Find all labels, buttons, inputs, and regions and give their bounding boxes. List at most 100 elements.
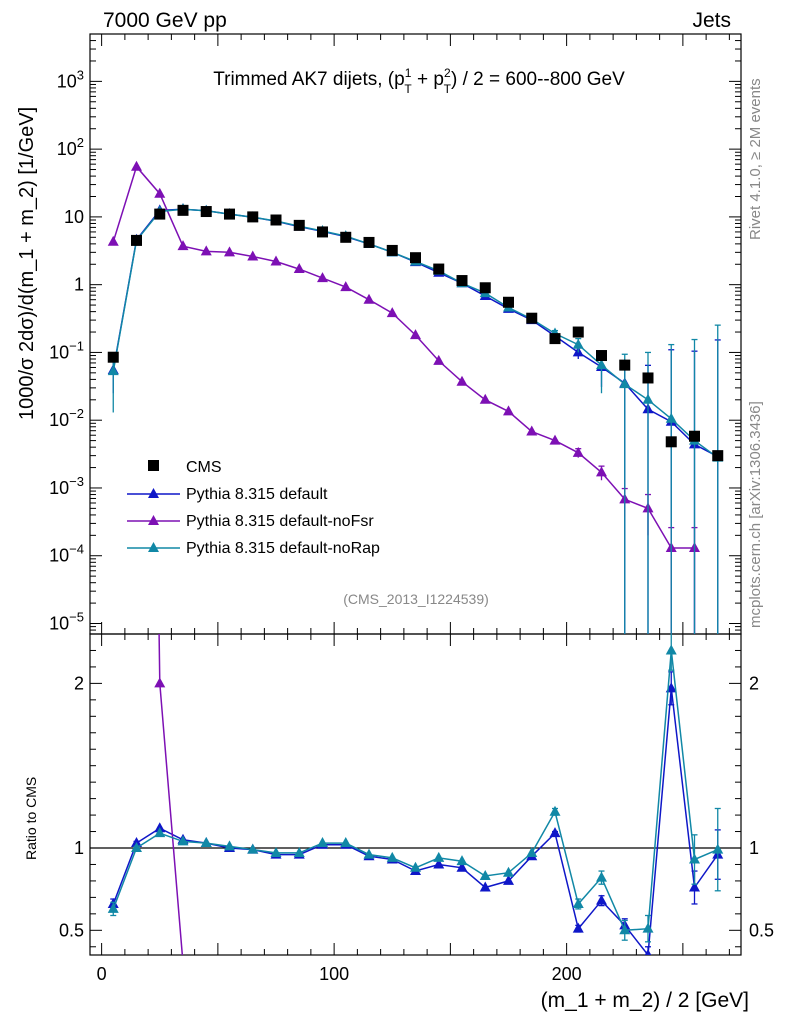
legend-marker-default [148,488,159,498]
ratio-point-0 [456,861,468,872]
data-point-cms [619,359,631,371]
ratio-point-2 [665,644,677,655]
ratio-point-0 [596,894,607,905]
data-point-cms [689,430,700,442]
data-point-cms [479,282,491,294]
series-point-1 [247,250,259,261]
x-tick-label: 100 [319,964,349,984]
series-point-1 [572,446,584,457]
y-tick-label-main: 10−3 [49,474,84,498]
ratio-point-2 [340,837,352,848]
x-tick-label: 200 [552,964,582,984]
data-point-cms [340,231,352,243]
legend-label-nofsr: Pythia 8.315 default-noFsr [186,513,374,530]
y-tick-label-main: 1 [74,275,84,295]
ratio-point-0 [572,922,584,933]
x-axis-title: (m_1 + m_2) / 2 [GeV] [541,989,749,1012]
series-point-1 [410,329,421,340]
data-point-cms [363,236,375,248]
series-point-1 [107,235,119,246]
ratio-line-2 [112,650,719,932]
series-point-2 [572,338,584,349]
ratio-point-2 [479,869,491,880]
series-point-1 [526,425,538,436]
ratio-point-2 [433,851,445,862]
axis-ticks [90,33,741,955]
series-point-1 [456,375,468,386]
chart-title: Trimmed AK7 dijets, (p1 T + p2 T) / 2 = 60… [213,66,625,96]
data-point-cms [293,219,305,231]
series-point-1 [317,272,328,283]
tick-labels: 0 100 200 10−5 10−4 10−3 10−2 10−1 1 10 102 103 0.5 0… [49,67,774,984]
ratio-point-2 [549,805,561,816]
ratio-point-2 [363,848,375,859]
data-point-cms [596,350,607,362]
series-point-1 [293,263,305,274]
ratio-point-2 [689,853,700,864]
energy-label: 7000 GeV pp [103,9,227,32]
ratio-point-2 [456,855,468,866]
series-point-1 [386,307,398,318]
data-point-cms [503,296,514,308]
rivet-version-label: Rivet 4.1.0, ≥ 2M events [747,78,764,240]
x-tick-label: 0 [97,964,107,984]
legend-marker-cms [148,460,159,471]
data-point-cms [224,208,235,220]
ratio-point-2 [386,851,398,862]
series-point-2 [107,365,119,376]
ratio-point-2 [247,843,259,854]
series-line-1 [112,165,695,549]
series-point-2 [665,412,677,423]
series-point-1 [131,160,142,171]
y-tick-label-main: 10 [64,207,84,227]
ratio-point-0 [549,827,561,838]
ratio-panel-frame [89,633,742,956]
data-point-cms [665,436,677,448]
ratio-point-2 [503,866,514,877]
legend-label-norap: Pythia 8.315 default-noRap [186,540,380,557]
y-tick-label-ratio-right: 1 [749,838,759,858]
data-point-cms [154,208,166,220]
series-point-1 [177,240,189,251]
data-point-cms [177,204,189,216]
y-tick-label-ratio-right: 2 [749,673,759,693]
series-point-1 [340,281,352,292]
data-point-cms [712,450,724,462]
series-point-1 [479,393,491,404]
legend-label-cms: CMS [186,459,222,476]
data-point-cms [526,312,538,324]
data-point-cms [317,226,328,238]
mcplots-label: mcplots.cern.ch [arXiv:1306.3436] [747,401,764,628]
ratio-point-2 [131,842,142,852]
series-point-1 [503,405,514,416]
data-point-cms [410,252,421,264]
ratio-point-0 [689,881,700,892]
data-point-cms [433,263,445,275]
y-tick-label-main: 10−4 [49,542,84,566]
series-point-1 [200,245,212,256]
data-point-cms [107,351,119,363]
ratio-point-2 [200,837,212,848]
series-point-1 [154,187,166,198]
analysis-id-label: (CMS_2013_I1224539) [343,591,489,607]
series-point-1 [270,255,282,266]
ratio-point-0 [479,881,491,892]
y-tick-label-main: 10−5 [49,610,84,634]
ratio-point-2 [642,922,654,933]
ratio-point-2 [107,902,119,913]
data-point-cms [200,206,212,218]
y-axis-title-main: 1000/σ 2dσ)/d(m_1 + m_2) [1/GeV] [16,107,38,420]
series-point-2 [596,359,607,370]
data-point-cms [572,326,584,338]
data-point-cms [270,214,282,226]
ratio-plot-area [90,634,741,955]
y-tick-label-ratio: 1 [74,838,84,858]
ratio-point-2 [410,861,421,872]
data-point-cms [456,275,468,287]
ratio-point-2 [154,827,166,838]
data-point-cms [247,211,259,223]
y-tick-label-ratio-right: 0.5 [749,920,774,940]
series-point-2 [619,378,631,389]
series-point-1 [549,434,561,445]
